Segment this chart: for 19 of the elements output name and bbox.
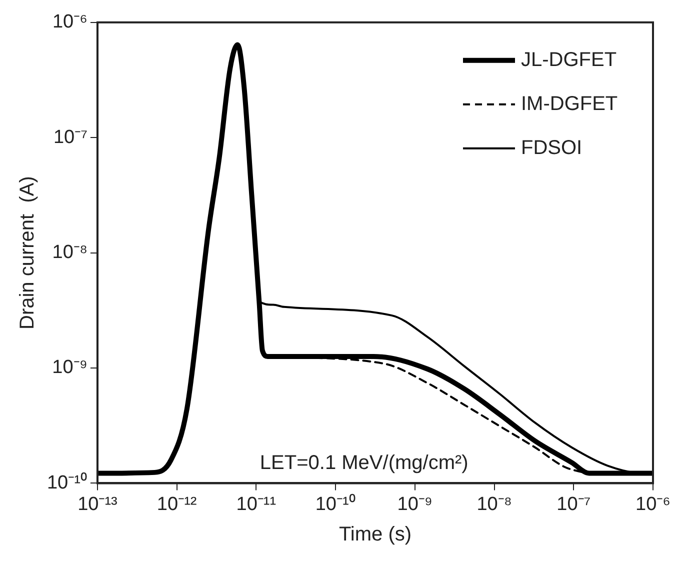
y-tick-label: 10⁻⁷ [53, 126, 88, 148]
x-axis-title: Time (s) [338, 524, 412, 546]
legend-label: IM-DGFET [521, 92, 618, 115]
y-axis-title: Drain current (A) [16, 176, 39, 330]
x-tick-label: 10⁻¹³ [78, 494, 118, 515]
legend-label: FDSOI [521, 136, 582, 159]
y-tick-label: 10⁻⁶ [52, 12, 88, 33]
x-tick-label: 10⁻⁶ [636, 494, 670, 515]
x-tick-label: 10⁻⁹ [397, 494, 433, 515]
y-tick-label: 10⁻¹⁰ [46, 471, 88, 494]
annotation: LET=0.1 MeV/(mg/cm²) [260, 452, 468, 474]
x-tick-label: 10⁻¹¹ [236, 494, 276, 515]
legend-label: JL-DGFET [521, 48, 617, 71]
x-tick-label: 10⁻⁷ [556, 494, 591, 515]
y-tick-label: 10⁻⁹ [52, 357, 88, 378]
x-tick-label: 10⁻¹⁰ [315, 492, 356, 515]
y-tick-label: 10⁻⁸ [52, 242, 88, 264]
x-tick-label: 10⁻⁸ [476, 494, 512, 515]
x-tick-label: 10⁻¹² [156, 494, 197, 515]
